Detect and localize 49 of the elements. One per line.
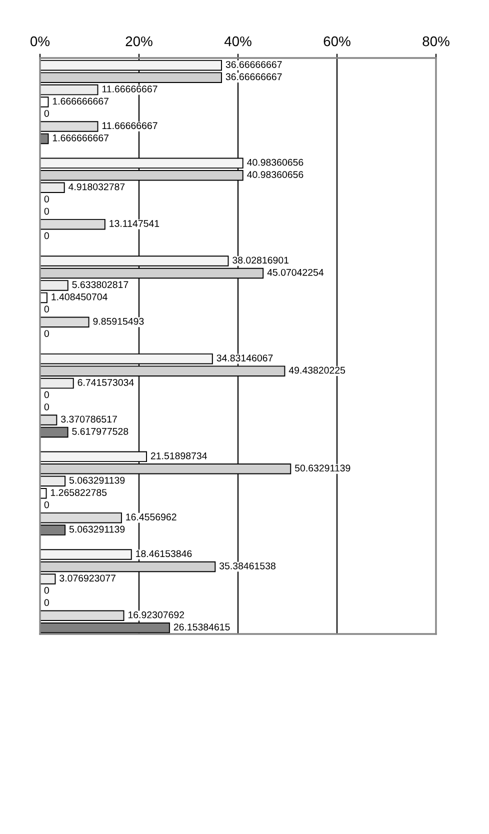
data-label: 5.633802817 <box>72 281 128 288</box>
bar <box>40 218 106 230</box>
data-label: 50.63291139 <box>294 464 350 472</box>
data-label: 1.265822785 <box>50 489 107 496</box>
data-label: 36.66666667 <box>226 73 282 80</box>
data-label: 3.076923077 <box>60 574 116 582</box>
data-label: 11.66666667 <box>102 86 158 92</box>
data-label: 11.66666667 <box>102 122 158 130</box>
data-label: 40.98360656 <box>247 171 304 178</box>
data-label: 5.063291139 <box>69 526 125 533</box>
data-label: 3.370786517 <box>61 416 117 423</box>
data-label: 34.83146067 <box>216 354 273 362</box>
x-tick-label: 0% <box>30 36 50 46</box>
data-label: 0 <box>44 110 49 117</box>
data-label: 0 <box>44 208 49 215</box>
data-label: 38.02816901 <box>232 256 288 264</box>
data-label: 0 <box>44 330 49 337</box>
data-label: 5.617977528 <box>72 428 128 435</box>
data-label: 0 <box>44 196 49 202</box>
data-label: 0 <box>44 391 49 398</box>
x-tick-label: 60% <box>324 36 350 46</box>
data-label: 45.07042254 <box>267 268 324 276</box>
data-label: 40.98360656 <box>247 158 304 166</box>
data-label: 4.918032787 <box>68 183 125 190</box>
x-tick-label: 40% <box>224 36 252 46</box>
data-label: 0 <box>44 501 49 508</box>
data-label: 1.408450704 <box>52 293 108 300</box>
x-tick-label: 20% <box>126 36 152 46</box>
bar <box>40 316 90 328</box>
data-label: 49.43820225 <box>288 366 346 374</box>
data-label: 36.66666667 <box>226 61 282 68</box>
data-label: 21.51898734 <box>150 452 207 460</box>
data-label: 13.1147541 <box>110 220 160 227</box>
data-label: 16.4556962 <box>126 514 176 520</box>
data-label: 0 <box>44 586 49 594</box>
data-label: 0 <box>44 599 49 606</box>
data-label: 9.85915493 <box>93 318 144 325</box>
data-label: 0 <box>44 403 49 410</box>
data-label: 0 <box>44 306 49 313</box>
data-label: 0 <box>44 232 49 240</box>
data-label: 18.46153846 <box>136 550 192 558</box>
data-label: 16.92307692 <box>128 611 184 618</box>
x-tick-label: 80% <box>422 36 450 46</box>
data-label: 26.15384615 <box>174 624 230 630</box>
data-label: 1.666666667 <box>52 98 108 105</box>
data-label: 5.063291139 <box>69 476 125 484</box>
data-label: 1.666666667 <box>52 134 108 142</box>
data-label: 6.741573034 <box>78 379 134 386</box>
data-label: 35.38461538 <box>219 562 276 570</box>
